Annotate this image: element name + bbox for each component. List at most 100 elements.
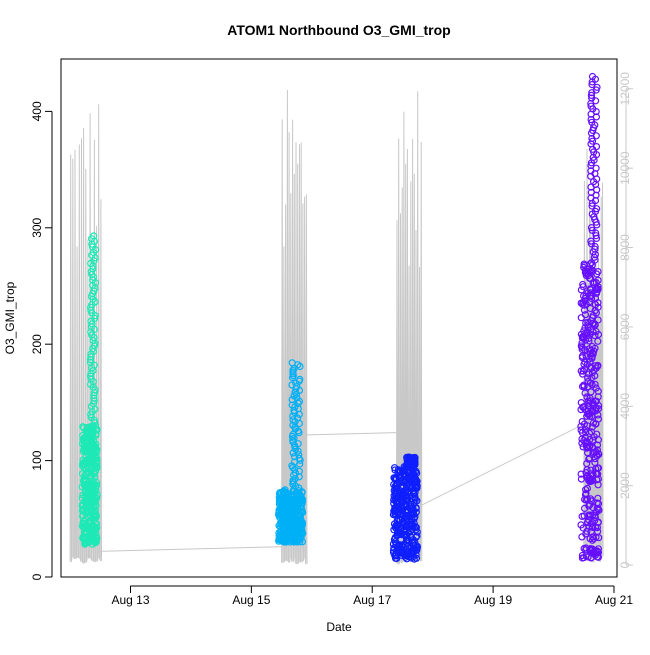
data-point <box>390 481 398 489</box>
data-point <box>578 554 587 562</box>
data-point <box>393 481 401 489</box>
data-point <box>398 515 406 523</box>
data-point <box>408 484 416 493</box>
data-point <box>578 383 587 391</box>
data-point <box>580 512 588 520</box>
data-point <box>411 468 419 476</box>
data-point <box>592 407 600 415</box>
y2-tick-label: 10000 <box>618 151 632 185</box>
chart-title: ATOM1 Northbound O3_GMI_trop <box>227 22 450 38</box>
data-point <box>91 419 99 427</box>
data-point <box>299 496 307 504</box>
data-point <box>594 450 603 458</box>
data-point <box>295 454 303 462</box>
data-point <box>292 532 301 541</box>
data-point <box>577 521 585 529</box>
data-point <box>401 553 409 561</box>
data-point <box>593 547 601 555</box>
data-point <box>88 449 97 458</box>
data-point <box>79 423 87 431</box>
data-point <box>578 551 587 560</box>
data-point <box>591 245 599 253</box>
data-point <box>585 474 593 482</box>
data-point <box>405 453 413 461</box>
data-point <box>395 546 403 555</box>
data-point <box>83 506 91 514</box>
transit-line <box>417 425 581 508</box>
y-tick-label: 400 <box>30 101 44 121</box>
y2-tick-label: 0 <box>618 561 632 568</box>
data-point <box>584 410 592 418</box>
data-point <box>288 396 296 404</box>
data-point <box>587 363 595 371</box>
data-point <box>580 420 589 428</box>
data-point <box>79 506 87 514</box>
altitude-spikes <box>281 89 308 565</box>
data-point <box>587 267 596 275</box>
data-point <box>394 466 402 474</box>
data-point <box>591 512 599 520</box>
data-point <box>579 280 587 289</box>
data-point <box>591 372 599 380</box>
data-point <box>413 546 421 554</box>
data-point <box>80 477 88 485</box>
data-point <box>396 506 404 514</box>
data-point <box>585 429 594 437</box>
data-point <box>86 472 94 480</box>
data-point <box>82 447 90 455</box>
y-tick-label: 100 <box>30 450 44 470</box>
data-point <box>88 533 96 541</box>
data-point <box>585 337 593 345</box>
data-point <box>594 475 603 483</box>
data-point <box>591 380 599 388</box>
data-point <box>80 534 88 542</box>
data-point <box>296 375 304 383</box>
data-point <box>581 389 589 397</box>
data-point <box>394 515 403 524</box>
data-point <box>295 467 303 475</box>
data-point <box>299 508 307 517</box>
data-point <box>580 495 589 503</box>
data-point <box>403 533 411 541</box>
points-layer <box>78 72 603 563</box>
data-point <box>83 493 91 501</box>
data-point <box>586 412 594 420</box>
data-point <box>578 352 587 360</box>
data-point <box>288 381 296 389</box>
data-point <box>577 314 585 322</box>
data-point <box>588 443 597 451</box>
series-2 <box>275 359 307 546</box>
data-point <box>580 260 588 268</box>
data-point <box>577 399 585 407</box>
data-point <box>588 72 597 81</box>
data-point <box>78 470 87 478</box>
data-point <box>87 481 95 489</box>
data-point <box>408 504 416 512</box>
data-point <box>290 434 298 442</box>
data-point <box>284 503 292 511</box>
data-point <box>284 490 292 498</box>
data-point <box>577 470 585 478</box>
data-point <box>295 532 303 541</box>
transit-line <box>302 432 397 436</box>
data-point <box>405 516 413 525</box>
data-point <box>402 494 410 502</box>
data-point <box>579 334 588 342</box>
data-point <box>588 381 596 389</box>
data-point <box>587 364 596 372</box>
data-point <box>592 143 601 151</box>
data-point <box>589 311 597 320</box>
data-point <box>87 353 95 361</box>
y-tick-label: 200 <box>30 334 44 354</box>
data-point <box>580 504 589 512</box>
data-point <box>583 439 591 447</box>
data-point <box>582 319 590 327</box>
altitude-spikes <box>395 91 423 565</box>
y2-tick-label: 6000 <box>618 313 632 340</box>
data-point <box>591 332 599 340</box>
data-point <box>281 526 289 534</box>
data-point <box>91 314 99 322</box>
data-point <box>595 506 603 514</box>
